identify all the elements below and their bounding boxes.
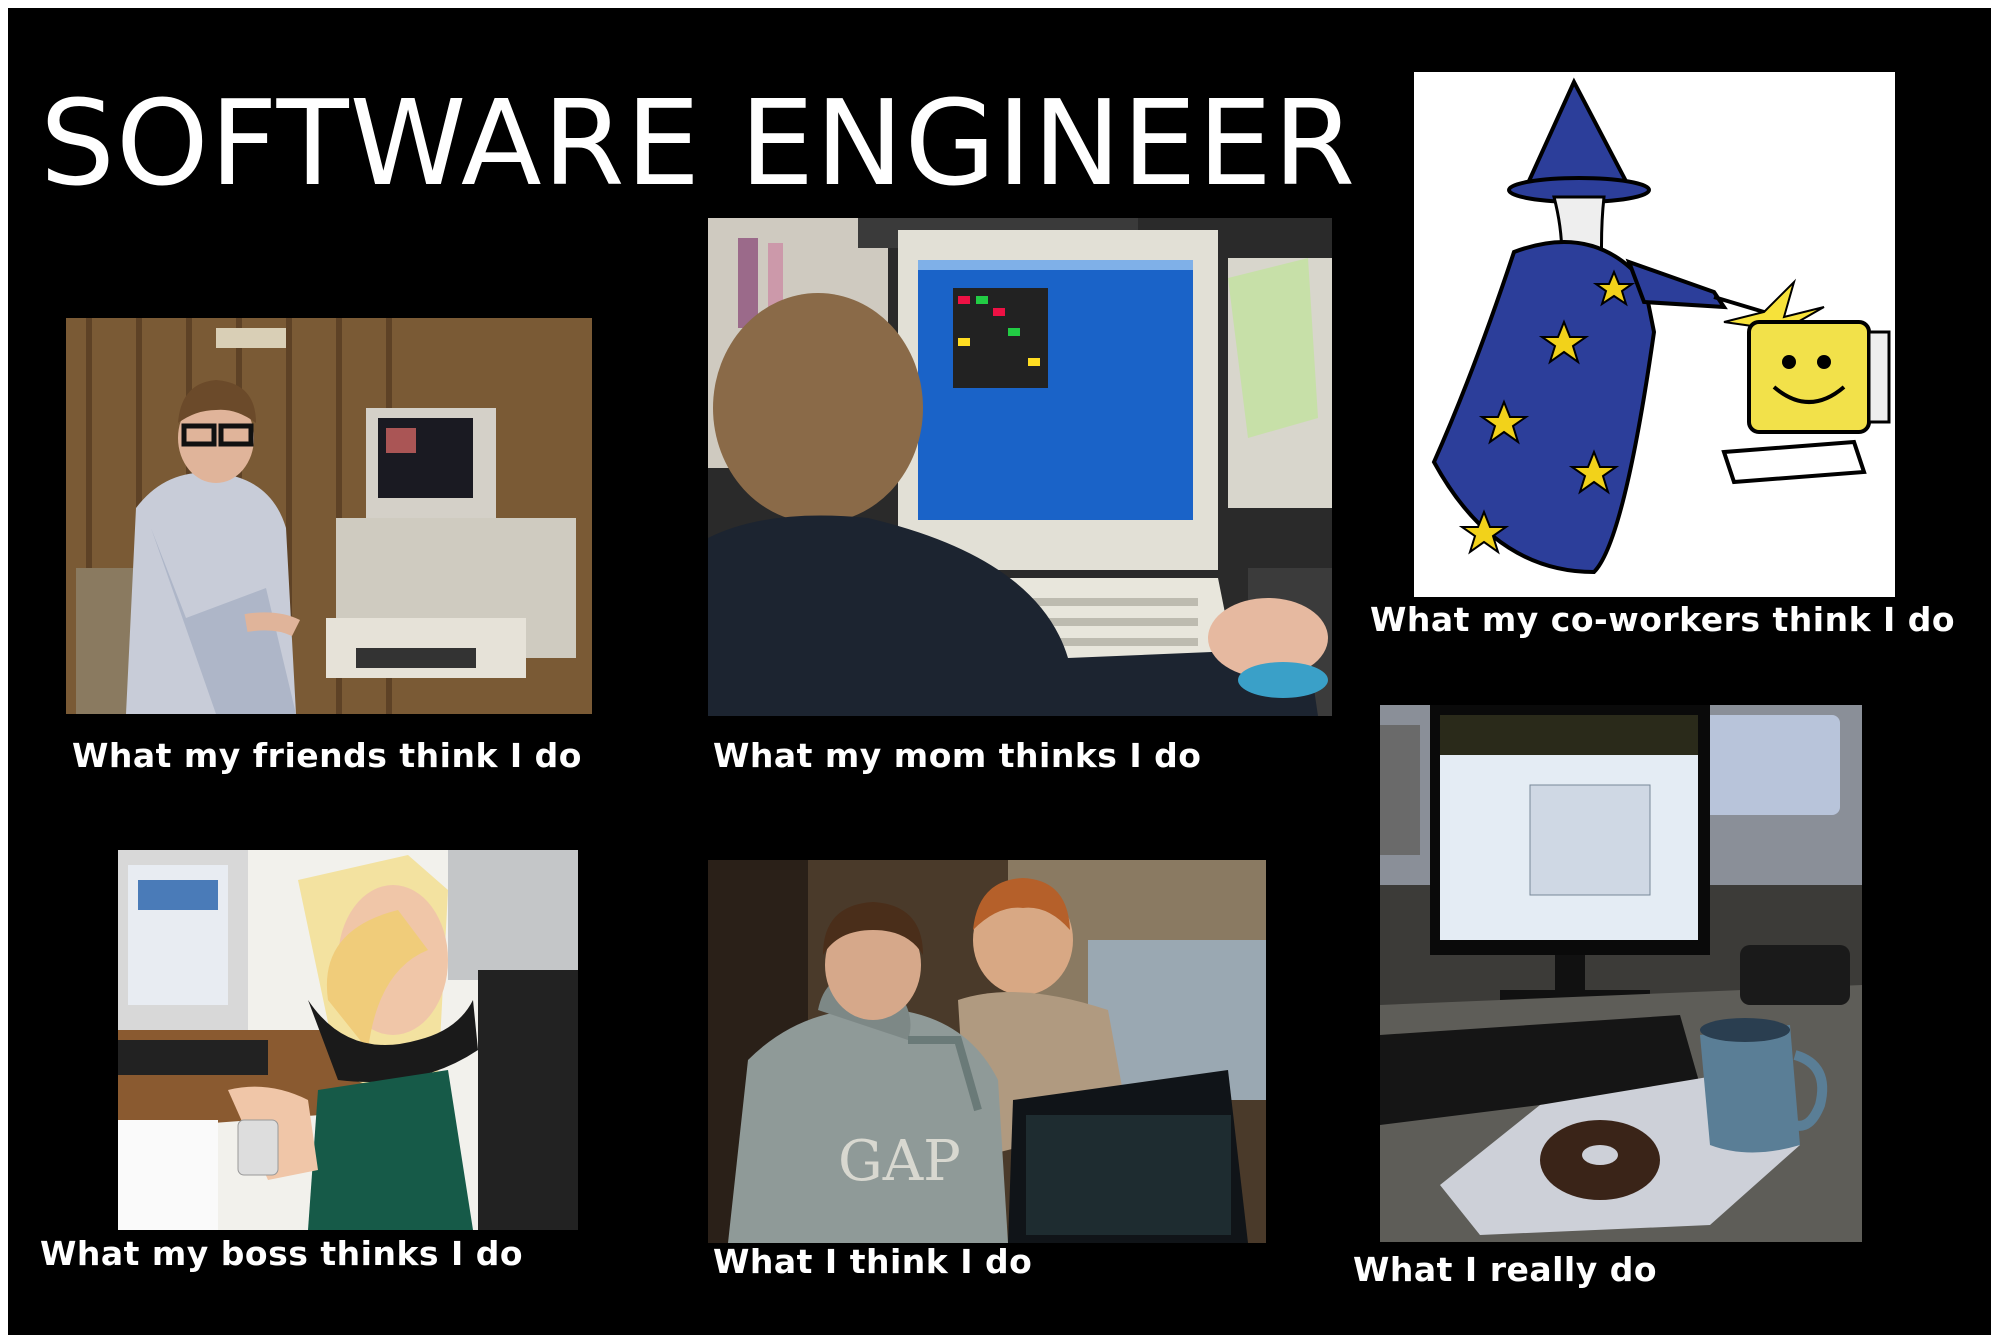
photo-mom-thinks [708,218,1332,716]
photo-friends-think [66,318,592,714]
caption-i-think: What I think I do [713,1242,1033,1281]
caption-mom: What my mom thinks I do [713,736,1202,775]
photo-coworkers-think [1414,72,1895,597]
caption-coworkers: What my co-workers think I do [1370,600,1956,639]
photo-boss-thinks [118,850,578,1230]
gap-logo: GAP [838,1129,961,1194]
photo-really-do [1380,705,1862,1242]
photo-i-think: GAP [708,860,1266,1243]
caption-boss: What my boss thinks I do [40,1234,524,1273]
caption-friends: What my friends think I do [72,736,582,775]
caption-really-do: What I really do [1353,1250,1658,1289]
meme-title: SOFTWARE ENGINEER [40,74,1357,212]
